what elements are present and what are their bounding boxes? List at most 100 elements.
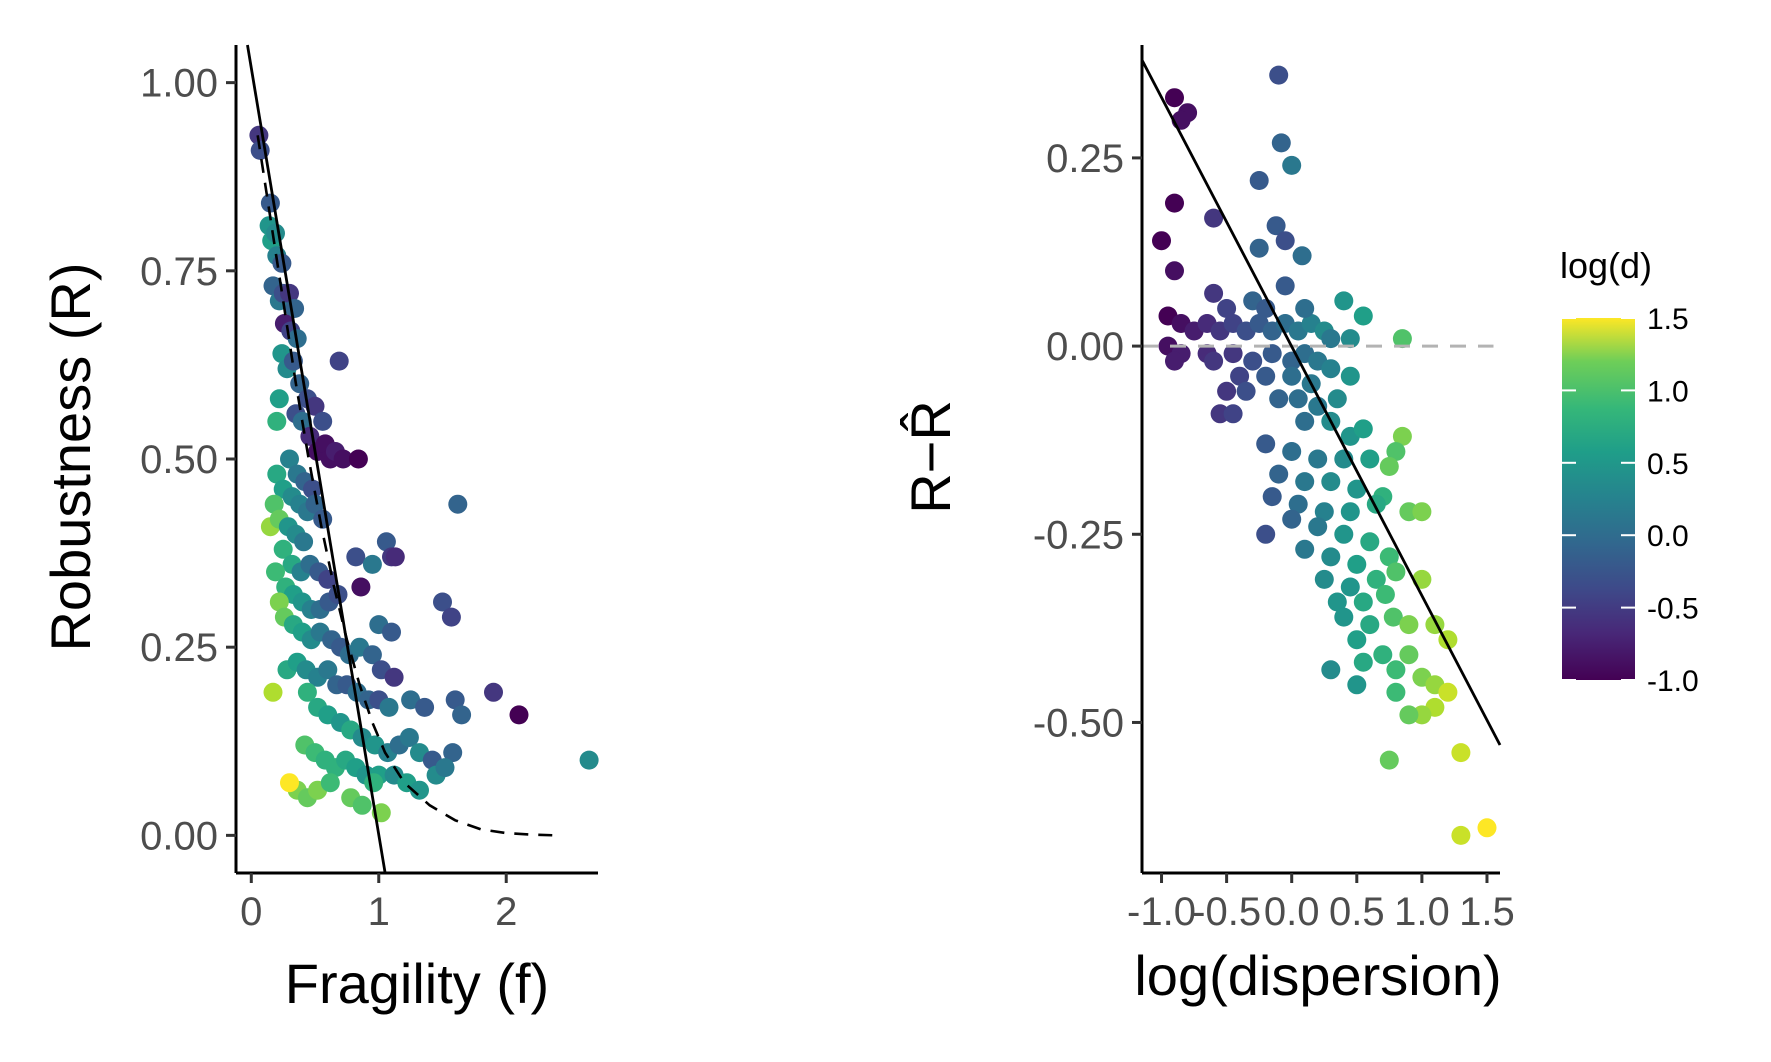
- data-point: [1210, 404, 1230, 424]
- data-point: [484, 682, 503, 702]
- panel-fragility: 0.00 0.25 0.50 0.75 1.00 0 1 2 Fragility (f) Ro…: [39, 44, 599, 1015]
- data-point: [1269, 464, 1289, 484]
- data-point: [1288, 389, 1308, 409]
- data-point: [1314, 569, 1334, 589]
- data-point: [433, 592, 452, 612]
- x-tick-label: 2: [495, 890, 517, 934]
- data-point: [1314, 502, 1334, 522]
- data-point: [1392, 426, 1412, 446]
- data-point: [384, 667, 404, 687]
- colorbar: [1562, 318, 1635, 680]
- colorbar-label: 0.0: [1647, 520, 1689, 553]
- data-point: [399, 728, 419, 747]
- data-point: [364, 773, 384, 793]
- data-point: [1249, 171, 1269, 190]
- data-point: [1340, 329, 1360, 349]
- fit-lines: [246, 44, 558, 874]
- colorbar-label: 1.0: [1647, 375, 1689, 408]
- data-point: [348, 449, 368, 469]
- data-point: [1334, 524, 1354, 544]
- data-point: [313, 411, 333, 431]
- legend-title: log(d): [1560, 245, 1652, 286]
- data-point: [1204, 351, 1224, 371]
- data-point: [1165, 261, 1184, 281]
- y-axis-title: Robustness (R): [39, 262, 102, 651]
- data-point: [1438, 682, 1458, 702]
- data-point: [351, 577, 371, 597]
- data-point: [1204, 283, 1224, 303]
- axes: 0.00 0.25 0.50 0.75 1.00 0 1 2: [140, 45, 598, 934]
- data-point: [509, 705, 529, 725]
- data-point: [1360, 449, 1380, 469]
- data-point: [441, 607, 461, 627]
- scatter-points: [1152, 65, 1497, 845]
- scatter-points: [249, 125, 599, 823]
- data-point: [1295, 299, 1315, 318]
- data-point: [1353, 652, 1373, 672]
- x-tick-label: 0.5: [1329, 890, 1385, 934]
- data-point: [1379, 547, 1399, 567]
- data-point: [1256, 524, 1276, 544]
- data-point: [1271, 133, 1291, 153]
- data-point: [1295, 472, 1315, 492]
- data-point: [267, 464, 287, 484]
- data-point: [269, 389, 289, 409]
- axes: -0.50 -0.25 0.00 0.25 -1.0-0.5 0.0 0.5 1.0 1.5: [1033, 45, 1515, 934]
- data-point: [1399, 615, 1419, 635]
- x-tick-label: 1.5: [1459, 890, 1515, 934]
- y-tick-label: 0.75: [140, 250, 218, 294]
- data-point: [1383, 607, 1403, 627]
- data-point: [294, 532, 314, 552]
- data-point: [1366, 569, 1386, 589]
- data-point: [1334, 291, 1354, 311]
- x-axis-title: Fragility (f): [285, 952, 549, 1015]
- data-point: [1275, 276, 1295, 296]
- data-point: [1334, 607, 1354, 627]
- data-point: [1321, 660, 1341, 680]
- data-point: [1340, 366, 1360, 386]
- y-axis-title: R−R̂: [899, 400, 962, 514]
- data-point: [401, 690, 421, 710]
- data-point: [1353, 419, 1373, 439]
- data-point: [1451, 825, 1471, 845]
- data-point: [1217, 381, 1237, 401]
- data-point: [1327, 389, 1347, 409]
- data-point: [1412, 502, 1432, 522]
- data-point: [329, 351, 349, 371]
- colorbar-legend: log(d) 1.5 1.0 0.5 0.0 -0.5 -1.0: [1560, 245, 1699, 698]
- data-point: [263, 682, 283, 702]
- data-point: [1347, 554, 1367, 574]
- data-point: [376, 532, 396, 552]
- data-point: [1360, 532, 1380, 552]
- y-tick-label: 0.25: [1046, 137, 1124, 181]
- y-tick-label: 0.50: [140, 438, 218, 482]
- data-point: [1347, 479, 1367, 499]
- data-point: [1386, 660, 1406, 680]
- data-point: [1392, 329, 1412, 349]
- data-point: [273, 539, 293, 559]
- data-point: [1386, 562, 1406, 582]
- data-point: [1321, 329, 1341, 349]
- data-point: [1275, 231, 1295, 251]
- data-point: [318, 660, 338, 680]
- data-point: [333, 449, 353, 469]
- dashed-curve: [256, 135, 558, 837]
- data-point: [1269, 65, 1289, 85]
- data-point: [1412, 705, 1432, 725]
- data-point: [1308, 396, 1328, 416]
- colorbar-ticks: 1.5 1.0 0.5 0.0 -0.5 -1.0: [1562, 303, 1699, 698]
- data-point: [1262, 487, 1282, 507]
- data-point: [1327, 592, 1347, 612]
- data-point: [313, 509, 333, 529]
- data-point: [1165, 193, 1184, 213]
- data-point: [1282, 442, 1302, 461]
- x-tick-label: 0: [240, 890, 262, 934]
- data-point: [1204, 208, 1224, 228]
- data-point: [1230, 366, 1250, 386]
- data-point: [1295, 539, 1315, 559]
- data-point: [1360, 615, 1380, 635]
- data-point: [1282, 155, 1302, 175]
- data-point: [267, 411, 287, 431]
- data-point: [1165, 88, 1184, 108]
- data-point: [448, 494, 468, 514]
